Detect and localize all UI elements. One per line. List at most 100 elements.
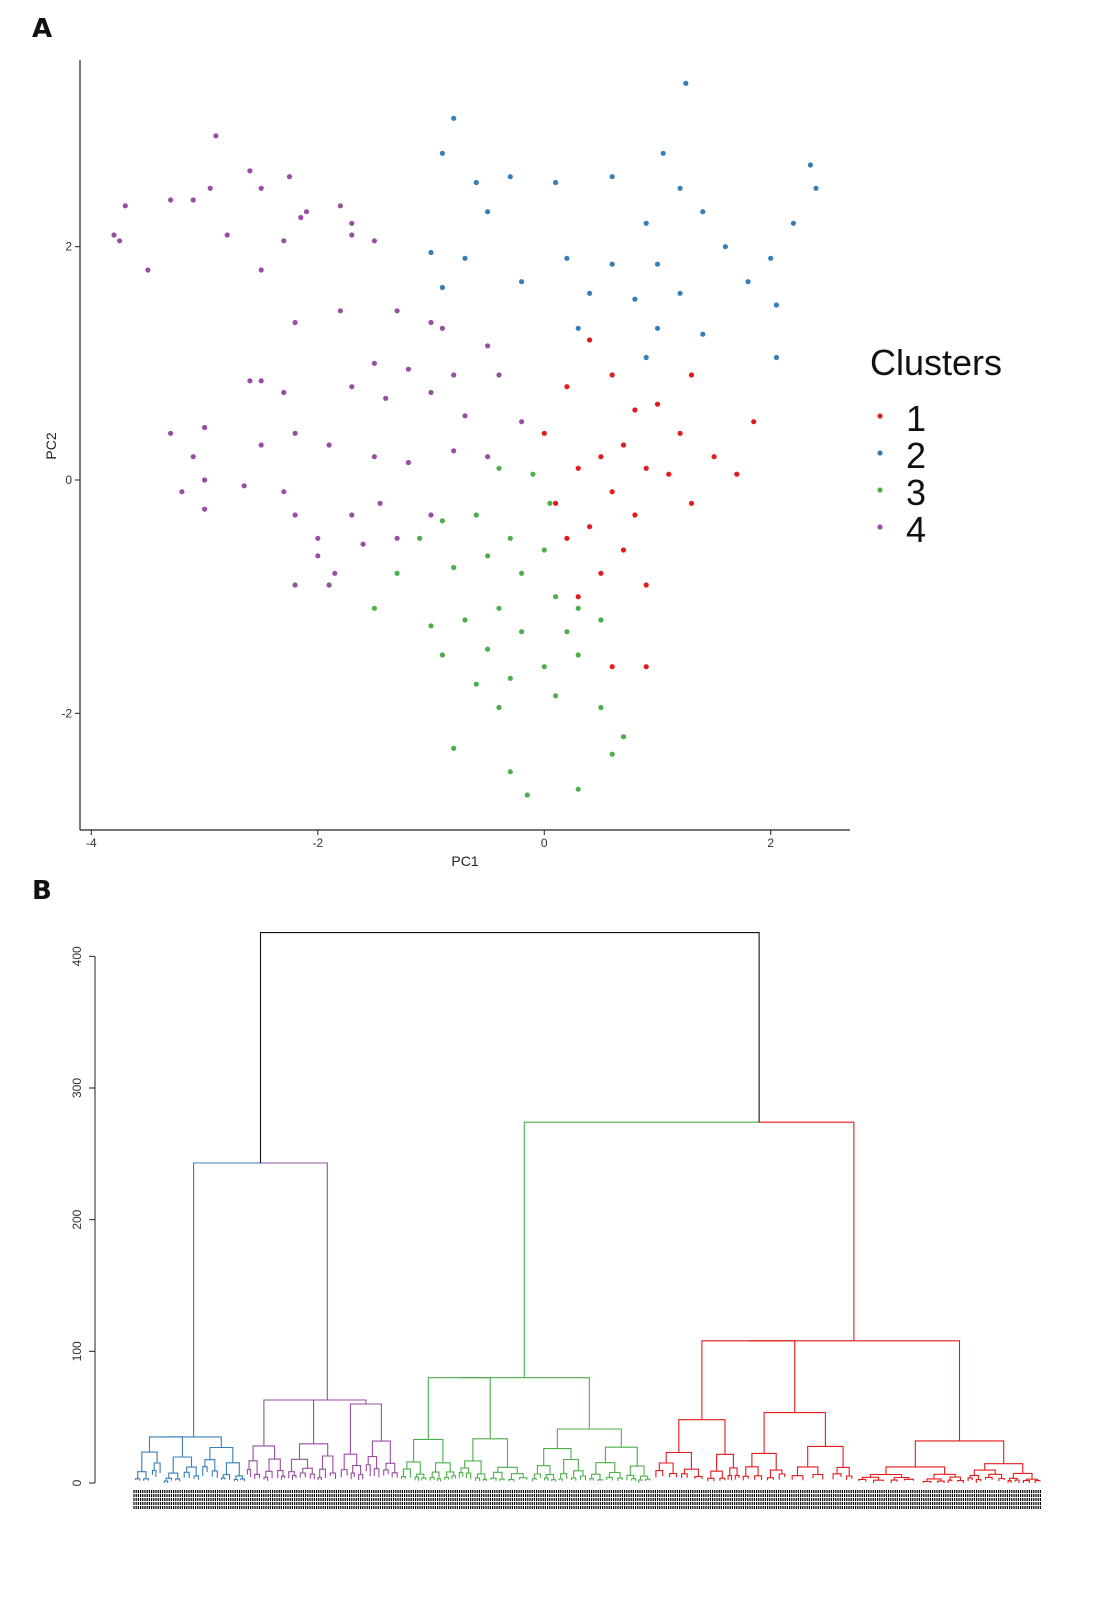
dendrogram-link [573,1470,584,1479]
scatter-point-cluster-3 [564,629,570,635]
dendrogram-link [604,1446,638,1467]
dendrogram-link [153,1462,161,1474]
dendrogram-link [885,1466,946,1475]
dendrogram-link [458,1472,464,1479]
dendrogram-link [570,1477,577,1481]
dendrogram-link [499,1478,505,1482]
scatter-point-cluster-4 [326,582,332,588]
dendrogram-link [444,1476,450,1480]
dendrogram-link [183,1471,190,1479]
dendrogram-link [975,1479,982,1483]
dendrogram-link [373,1468,380,1478]
dendrogram-link [137,1471,147,1479]
scatter-point-cluster-2 [439,150,445,156]
scatter-point-cluster-4 [428,512,434,518]
scatter-point-cluster-2 [553,179,559,186]
x-tick-label: -4 [86,836,97,850]
dendrogram-link [246,1469,252,1478]
y-tick-label: 0 [70,1479,84,1486]
y-tick-label: 100 [70,1341,84,1361]
dendrogram-link [209,1446,234,1463]
dendrogram-link [383,1469,389,1476]
scatter-point-cluster-1 [598,454,604,460]
dendrogram-link [947,1479,953,1483]
scatter-point-cluster-3 [451,745,457,751]
dendrogram-link [510,1473,524,1480]
scatter-point-cluster-4 [394,535,400,541]
y-tick-label: 400 [70,946,84,966]
scatter-point-cluster-4 [428,319,434,326]
scatter-point-cluster-4 [179,489,185,495]
scatter-point-cluster-2 [677,185,683,191]
dendrogram-link [268,1458,281,1472]
scatter-point-cluster-4 [315,535,321,541]
y-axis-title: PC2 [43,432,59,459]
dendrogram-link [1009,1477,1018,1481]
dendrogram-link [401,1476,406,1479]
dendrogram-link [890,1479,898,1483]
dendrogram-link [545,1474,555,1480]
scatter-point-cluster-3 [609,751,615,757]
dendrogram-link [365,1464,371,1477]
dendrogram-link [343,1453,358,1470]
scatter-point-cluster-3 [553,594,559,600]
dendrogram-link [638,1479,643,1483]
scatter-point-cluster-4 [190,454,196,460]
scatter-point-cluster-4 [168,197,174,203]
legend-label-2: 2 [906,435,926,476]
dendrogram-link [175,1478,181,1482]
dendrogram-link [645,1478,651,1481]
dendrogram-link [655,1470,664,1478]
scatter-point-cluster-4 [298,214,304,221]
dendrogram-link [678,1419,726,1455]
dendrogram-link [836,1466,850,1476]
dendrogram-link [858,1478,867,1482]
scatter-point-cluster-3 [547,500,553,506]
dendrogram-link [551,1479,557,1482]
scatter-point-cluster-1 [654,401,661,407]
scatter-point-cluster-2 [768,255,774,261]
scatter-point-cluster-3 [417,535,423,541]
scatter-point-cluster-1 [711,454,717,460]
dendrogram-link [998,1477,1005,1482]
scatter-point-cluster-2 [507,174,513,180]
dendrogram-link [240,1478,245,1482]
dendrogram-link [984,1463,1024,1474]
dendrogram-link [385,1462,396,1473]
dendrogram-link [560,1473,568,1479]
scatter-point-cluster-1 [587,524,593,530]
dendrogram-link [812,1473,824,1480]
scatter-point-cluster-4 [281,489,287,495]
scatter-point-cluster-4 [202,477,208,483]
scatter-point-cluster-1 [632,512,638,518]
dendrogram-link [263,1476,269,1481]
scatter-point-cluster-2 [609,174,615,180]
scatter-point-cluster-4 [485,454,491,460]
scatter-point-cluster-2 [519,279,525,285]
cluster-4-branch [260,1162,328,1400]
dendrogram-link [861,1476,880,1481]
dendrogram-link [745,1466,759,1477]
scatter-point-cluster-1 [609,664,615,670]
dendrogram: 0 100 200 300 400 [70,932,1042,1510]
dendrogram-link [211,1470,218,1478]
scatter-point-cluster-3 [541,664,547,670]
dendrogram-link [694,1476,703,1479]
dendrogram-tree [135,932,1041,1483]
dendrogram-link [340,1469,348,1478]
scatter-point-cluster-1 [666,471,672,477]
scatter-point-cluster-4 [168,430,174,436]
dendrogram-link [956,1480,964,1483]
dendrogram-axis: 0 100 200 300 400 [70,946,96,1486]
dendrogram-link [148,1436,183,1457]
scatter-point-cluster-3 [496,465,502,471]
dendrogram-link [681,1473,688,1479]
dendrogram-link [832,1473,842,1480]
scatter-point-cluster-4 [485,343,491,349]
scatter-point-cluster-3 [451,564,457,571]
dendrogram-link [451,1475,457,1480]
dendrogram-link [701,1340,796,1420]
scatter-point-cluster-3 [507,535,513,541]
scatter-point-cluster-4 [224,232,230,238]
